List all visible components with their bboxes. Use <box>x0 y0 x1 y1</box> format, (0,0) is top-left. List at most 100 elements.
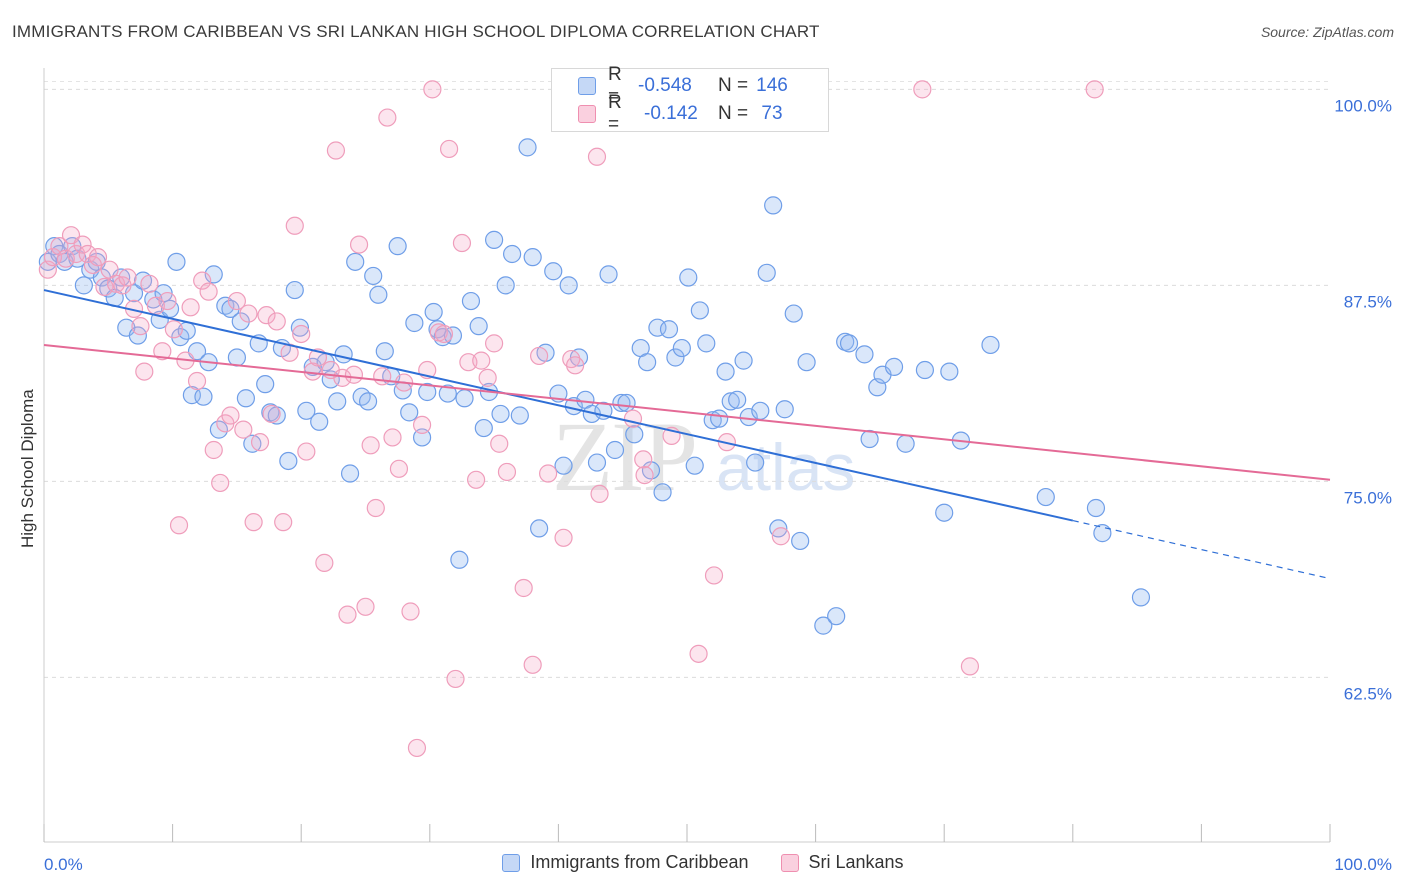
srilankan-point <box>423 80 442 99</box>
srilankan-point <box>490 434 509 453</box>
caribbean-point <box>884 357 904 376</box>
caribbean-point <box>400 403 419 422</box>
caribbean-point <box>587 453 607 472</box>
srilankan-point <box>326 141 346 160</box>
caribbean-point <box>559 276 578 295</box>
caribbean-point <box>648 318 667 337</box>
caribbean-point <box>775 400 794 419</box>
srilankan-point <box>262 404 281 424</box>
srilankan-point <box>234 420 253 439</box>
caribbean-point <box>256 375 275 394</box>
caribbean-point <box>605 440 625 460</box>
caribbean-point <box>227 348 246 367</box>
caribbean-point <box>328 392 347 411</box>
srilankan-point <box>56 249 75 268</box>
caribbean-point <box>204 265 223 284</box>
srilankan-point <box>401 602 420 621</box>
caribbean-point <box>455 389 474 408</box>
series-legend-caribbean: Immigrants from Caribbean <box>502 852 749 873</box>
srilankan-point <box>297 442 316 461</box>
caribbean-point <box>690 301 709 320</box>
srilankan-point <box>412 415 432 435</box>
caribbean-trend-extension <box>1072 519 1331 580</box>
srilankan-point <box>257 306 276 325</box>
caribbean-point <box>797 353 816 372</box>
caribbean-point <box>1086 498 1106 518</box>
caribbean-point <box>412 428 432 447</box>
caribbean-point <box>418 382 437 402</box>
x-tick-label-min: 0.0% <box>44 855 83 874</box>
srilankan-point <box>530 346 549 366</box>
legend-n-value: 146 <box>756 75 788 96</box>
legend-r-value: -0.548 <box>638 75 692 96</box>
srilankan-point <box>106 274 126 293</box>
caribbean-point <box>518 138 537 157</box>
caribbean-point <box>182 386 201 405</box>
caribbean-point <box>474 418 493 438</box>
caribbean-point <box>544 262 563 281</box>
srilankan-point <box>118 268 137 287</box>
caribbean-point <box>827 607 846 626</box>
caribbean-point <box>236 389 256 408</box>
y-tick-label: 62.5% <box>1344 684 1392 703</box>
caribbean-point <box>599 265 618 284</box>
srilankan-point <box>373 367 392 386</box>
legend-swatch-blue <box>578 77 596 95</box>
srilankan-point <box>285 216 304 235</box>
caribbean-point <box>679 268 698 287</box>
legend-r-value: -0.142 <box>644 103 698 124</box>
caribbean-point <box>1036 487 1055 507</box>
caribbean-point <box>746 453 765 472</box>
caribbean-point <box>685 456 704 475</box>
y-tick-label: 87.5% <box>1344 292 1392 311</box>
srilankan-point <box>466 470 486 489</box>
caribbean-point <box>231 312 250 331</box>
srilankan-point <box>389 459 409 478</box>
caribbean-point <box>358 392 378 411</box>
caribbean-point <box>74 276 93 295</box>
srilankan-point <box>554 528 573 547</box>
series-swatch-blue <box>502 853 521 872</box>
caribbean-point <box>666 348 685 367</box>
caribbean-point <box>896 434 915 453</box>
srilankan-point <box>153 342 172 361</box>
srilankan-trend-line <box>43 343 1331 481</box>
legend-swatch-pink <box>578 105 596 123</box>
caribbean-point <box>461 291 481 311</box>
srilankan-point <box>478 368 497 387</box>
srilankan-point <box>169 516 189 535</box>
stats-legend: R = -0.548 N = 146 R = -0.142 N = 73 <box>551 64 829 135</box>
caribbean-point <box>369 285 388 304</box>
caribbean-point <box>530 519 549 538</box>
caribbean-point <box>612 393 631 413</box>
chart-title: IMMIGRANTS FROM CARIBBEAN VS SRI LANKAN … <box>12 22 820 41</box>
caribbean-point <box>496 276 515 295</box>
srilankan-point <box>497 462 517 482</box>
caribbean-point <box>721 392 740 411</box>
caribbean-point <box>855 345 874 364</box>
caribbean-point <box>728 390 747 409</box>
caribbean-point <box>716 362 735 381</box>
caribbean-point <box>659 320 679 339</box>
srilankan-point <box>164 320 183 339</box>
legend-n-value: 73 <box>761 103 783 124</box>
srilankan-point <box>514 578 533 598</box>
caribbean-point <box>764 196 783 215</box>
caribbean-point <box>1093 524 1112 543</box>
srilankan-point <box>88 248 108 267</box>
caribbean-point <box>346 252 365 271</box>
srilankan-point <box>344 365 364 384</box>
srilankan-point <box>539 464 558 483</box>
srilankan-point <box>366 498 385 518</box>
srilankan-point <box>193 271 212 290</box>
caribbean-point <box>710 409 729 428</box>
srilankan-point <box>274 513 293 532</box>
caribbean-point <box>216 296 235 315</box>
srilankan-point <box>78 244 97 264</box>
srilankan-point <box>485 334 504 353</box>
caribbean-point <box>405 313 424 333</box>
caribbean-point <box>310 412 329 431</box>
x-tick-label-max: 100.0% <box>1334 855 1392 874</box>
caribbean-point <box>617 393 636 413</box>
srilankan-point <box>587 147 607 166</box>
